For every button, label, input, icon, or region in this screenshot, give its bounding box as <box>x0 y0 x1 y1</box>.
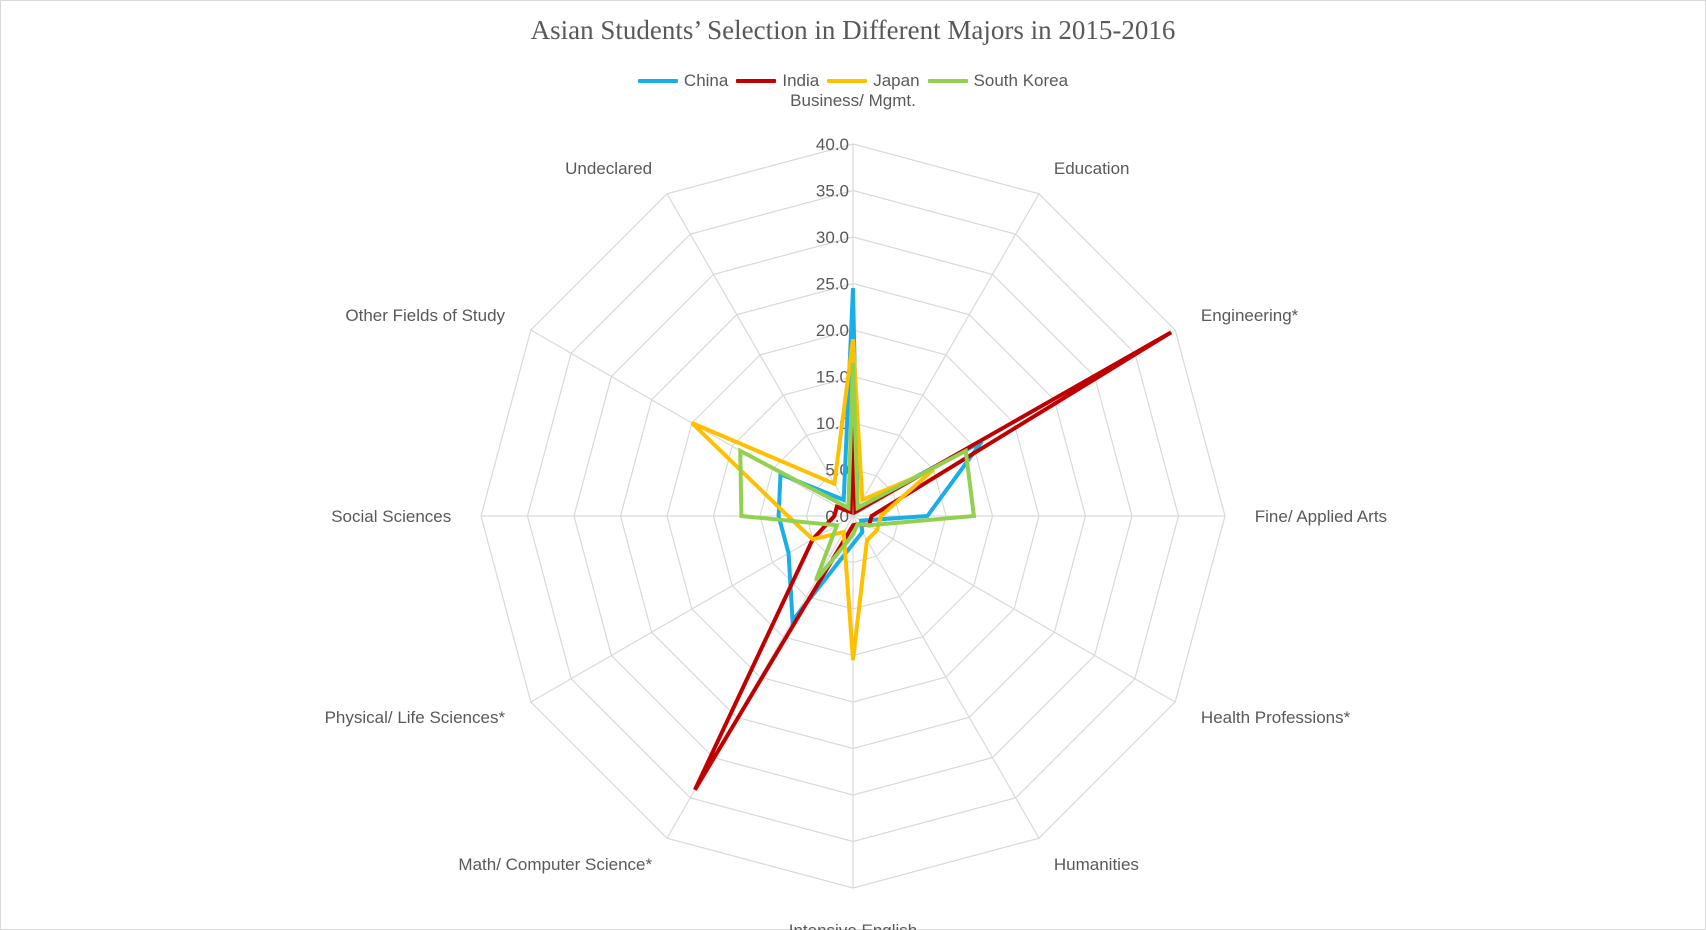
legend-swatch <box>637 79 678 83</box>
grid-spoke <box>852 193 1040 517</box>
legend-swatch <box>827 79 868 83</box>
legend-item-0: China <box>637 71 729 91</box>
legend-swatch <box>736 79 777 83</box>
axis-label: Other Fields of Study <box>345 306 505 325</box>
legend-item-1: India <box>736 71 819 91</box>
legend-swatch <box>927 79 968 83</box>
grid-spoke <box>666 193 854 517</box>
axis-label: Humanities <box>1054 855 1139 874</box>
radar-grid <box>480 143 1226 889</box>
grid-spoke <box>852 515 1176 703</box>
legend-item-3: South Korea <box>927 71 1069 91</box>
series-line-india <box>693 330 1173 791</box>
axis-label: Fine/ Applied Arts <box>1255 507 1387 526</box>
chart-title: Asian Students’ Selection in Different M… <box>530 15 1176 45</box>
tick-labels: 0.05.010.015.020.025.030.035.040.0 <box>816 135 849 526</box>
legend-item-2: Japan <box>827 71 920 91</box>
axis-label: Health Professions* <box>1201 708 1351 727</box>
axis-label: Undeclared <box>565 159 652 178</box>
grid-spoke <box>530 515 854 703</box>
axis-label: Physical/ Life Sciences* <box>325 708 506 727</box>
series-line-south-korea <box>738 362 977 582</box>
legend-label: Japan <box>873 71 920 90</box>
chart-legend: China India Japan South Korea <box>1 71 1705 91</box>
tick-label: 30.0 <box>816 228 849 247</box>
tick-label: 15.0 <box>816 368 849 387</box>
tick-label: 35.0 <box>816 182 849 201</box>
legend-label: China <box>683 71 729 90</box>
tick-label: 40.0 <box>816 135 849 154</box>
series-layer <box>690 288 1173 791</box>
tick-label: 25.0 <box>816 275 849 294</box>
series-line-china <box>776 288 984 627</box>
axis-label: Education <box>1054 159 1130 178</box>
axis-label: Intensive English <box>789 921 918 930</box>
legend-label: South Korea <box>973 71 1069 90</box>
grid-spoke <box>852 515 1040 839</box>
axis-label: Business/ Mgmt. <box>790 91 916 110</box>
tick-label: 20.0 <box>816 321 849 340</box>
axis-labels: Business/ Mgmt. Education Engineering* Fine… <box>325 91 1387 930</box>
legend-label: India <box>782 71 820 90</box>
axis-label: Engineering* <box>1201 306 1299 325</box>
axis-label: Math/ Computer Science* <box>458 855 652 874</box>
axis-label: Social Sciences <box>331 507 451 526</box>
